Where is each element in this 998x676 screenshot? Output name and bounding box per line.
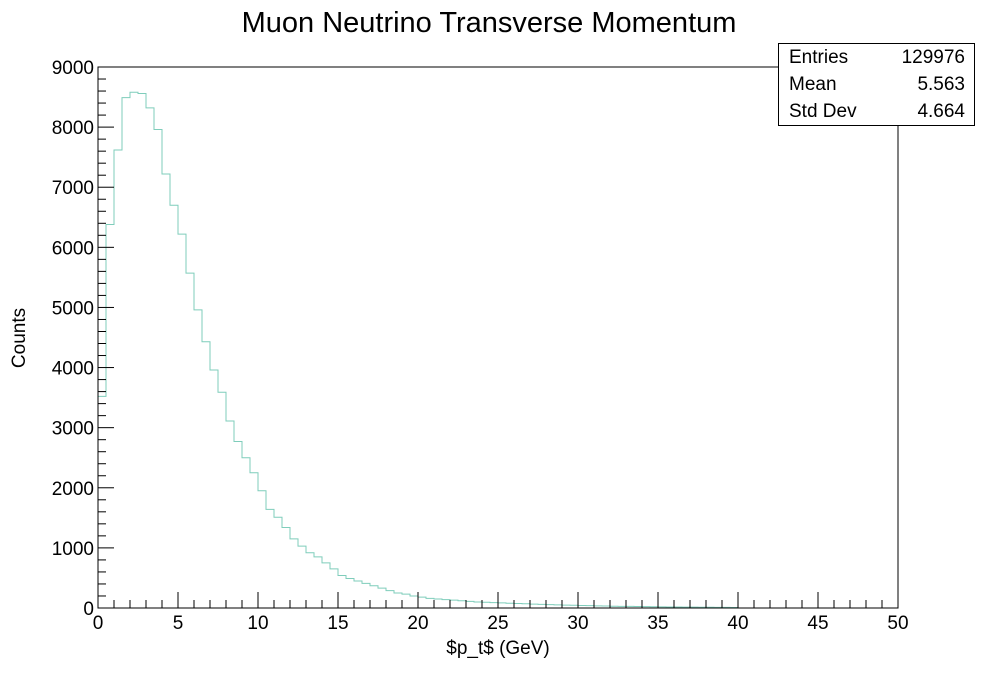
stats-mean-value: 5.563 <box>917 74 965 95</box>
y-tick-label: 4000 <box>52 359 94 380</box>
y-tick-label: 8000 <box>52 118 94 139</box>
y-tick-label: 1000 <box>52 539 94 560</box>
stats-box: Entries 129976 Mean 5.563 Std Dev 4.664 <box>778 43 975 126</box>
plot-frame <box>97 66 899 609</box>
x-axis: 0 5 10 15 20 25 30 35 40 45 50 <box>93 592 909 634</box>
y-tick-label: 5000 <box>52 298 94 319</box>
histogram-series-line <box>97 91 739 608</box>
x-tick-label: 45 <box>807 613 828 634</box>
chart-title: Muon Neutrino Transverse Momentum <box>242 7 737 39</box>
x-tick-label: 25 <box>487 613 508 634</box>
x-tick-label: 5 <box>173 613 184 634</box>
x-tick-label: 20 <box>407 613 428 634</box>
x-axis-label: $p_t$ (GeV) <box>446 638 550 659</box>
stats-stddev-value: 4.664 <box>917 101 965 122</box>
y-tick-label: 6000 <box>52 238 94 259</box>
y-tick-label: 0 <box>83 599 94 620</box>
y-axis-label: Counts <box>9 308 30 368</box>
x-tick-label: 50 <box>887 613 908 634</box>
y-tick-label: 2000 <box>52 479 94 500</box>
x-tick-label: 15 <box>327 613 348 634</box>
y-tick-label: 7000 <box>52 178 94 199</box>
x-tick-label: 35 <box>647 613 668 634</box>
stats-stddev-row: Std Dev 4.664 <box>779 98 974 125</box>
x-tick-label: 40 <box>727 613 748 634</box>
y-axis: 0 1000 2000 3000 4000 5000 6000 7000 8000 9000 <box>52 58 114 620</box>
stats-mean-row: Mean 5.563 <box>779 71 974 98</box>
y-tick-label: 3000 <box>52 419 94 440</box>
stats-stddev-label: Std Dev <box>789 101 857 122</box>
x-tick-label: 0 <box>93 613 104 634</box>
x-tick-label: 10 <box>247 613 268 634</box>
x-tick-label: 30 <box>567 613 588 634</box>
y-tick-label: 9000 <box>52 58 94 79</box>
stats-entries-label: Entries <box>789 47 849 68</box>
stats-entries-row: Entries 129976 <box>779 44 974 71</box>
stats-entries-value: 129976 <box>901 47 965 68</box>
stats-mean-label: Mean <box>789 74 837 95</box>
